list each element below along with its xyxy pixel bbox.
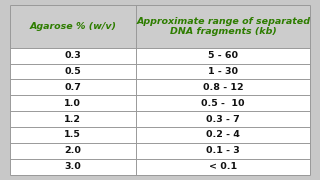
Bar xyxy=(10,48,136,64)
Text: 1.5: 1.5 xyxy=(64,130,81,140)
Text: 5 - 60: 5 - 60 xyxy=(208,51,238,60)
Bar xyxy=(136,48,310,64)
Bar xyxy=(136,95,310,111)
Text: 0.7: 0.7 xyxy=(64,83,81,92)
Bar xyxy=(10,64,136,79)
Text: 0.3 - 7: 0.3 - 7 xyxy=(206,115,240,124)
Text: 0.3: 0.3 xyxy=(64,51,81,60)
Text: 1 - 30: 1 - 30 xyxy=(208,67,238,76)
Bar xyxy=(136,159,310,175)
Bar xyxy=(136,5,310,48)
Bar xyxy=(10,127,136,143)
Bar xyxy=(10,5,136,48)
Text: 1.2: 1.2 xyxy=(64,115,81,124)
Text: 0.5: 0.5 xyxy=(64,67,81,76)
Bar xyxy=(136,79,310,95)
Text: 0.1 - 3: 0.1 - 3 xyxy=(206,146,240,155)
Text: 3.0: 3.0 xyxy=(64,162,81,171)
Bar xyxy=(136,143,310,159)
Text: 0.5 -  10: 0.5 - 10 xyxy=(201,99,245,108)
Text: < 0.1: < 0.1 xyxy=(209,162,237,171)
Text: 2.0: 2.0 xyxy=(64,146,81,155)
Bar xyxy=(10,95,136,111)
Bar xyxy=(10,79,136,95)
Bar xyxy=(10,111,136,127)
Text: 1.0: 1.0 xyxy=(64,99,81,108)
Bar xyxy=(136,64,310,79)
Bar xyxy=(10,143,136,159)
Bar xyxy=(10,159,136,175)
Text: Approximate range of separated
DNA fragments (kb): Approximate range of separated DNA fragm… xyxy=(136,17,310,36)
Text: Agarose % (w/v): Agarose % (w/v) xyxy=(29,22,116,31)
Bar xyxy=(136,127,310,143)
Text: 0.2 - 4: 0.2 - 4 xyxy=(206,130,240,140)
Text: 0.8 - 12: 0.8 - 12 xyxy=(203,83,244,92)
Bar xyxy=(136,111,310,127)
